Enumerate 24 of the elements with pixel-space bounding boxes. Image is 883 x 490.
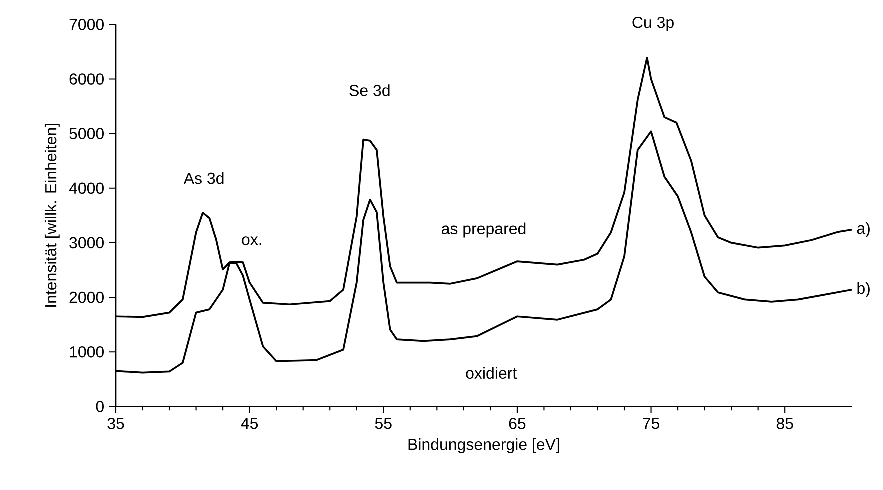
x-tick-label: 75 xyxy=(643,418,660,430)
y-tick-label: 4000 xyxy=(69,182,104,194)
series-label: a) xyxy=(857,222,870,238)
x-tick-label: 55 xyxy=(375,418,392,430)
annotation: Se 3d xyxy=(350,84,390,96)
annotation: As 3d xyxy=(184,172,224,184)
x-tick-label: 35 xyxy=(108,418,124,430)
series-label: b) xyxy=(858,282,870,298)
y-tick-label: 0 xyxy=(96,401,104,412)
x-tick-label: 65 xyxy=(509,418,526,430)
y-tick-label: 5000 xyxy=(70,128,104,140)
annotation: oxidiert xyxy=(466,367,518,380)
annotation: ox. xyxy=(242,236,262,246)
x-tick-label: 45 xyxy=(241,418,258,430)
x-axis-title: Bindungsenergie [eV] xyxy=(408,438,560,454)
y-tick-label: 2000 xyxy=(70,292,104,304)
y-tick-label: 1000 xyxy=(70,346,104,358)
annotation: Cu 3p xyxy=(632,16,674,32)
annotation: as prepared xyxy=(442,222,526,238)
y-tick-label: 3000 xyxy=(70,237,104,249)
y-axis-title: Intensität [willk. Einheiten] xyxy=(44,124,60,307)
y-tick-label: 6000 xyxy=(70,74,104,85)
y-tick-label: 7000 xyxy=(70,19,104,30)
x-tick-label: 85 xyxy=(776,418,794,430)
